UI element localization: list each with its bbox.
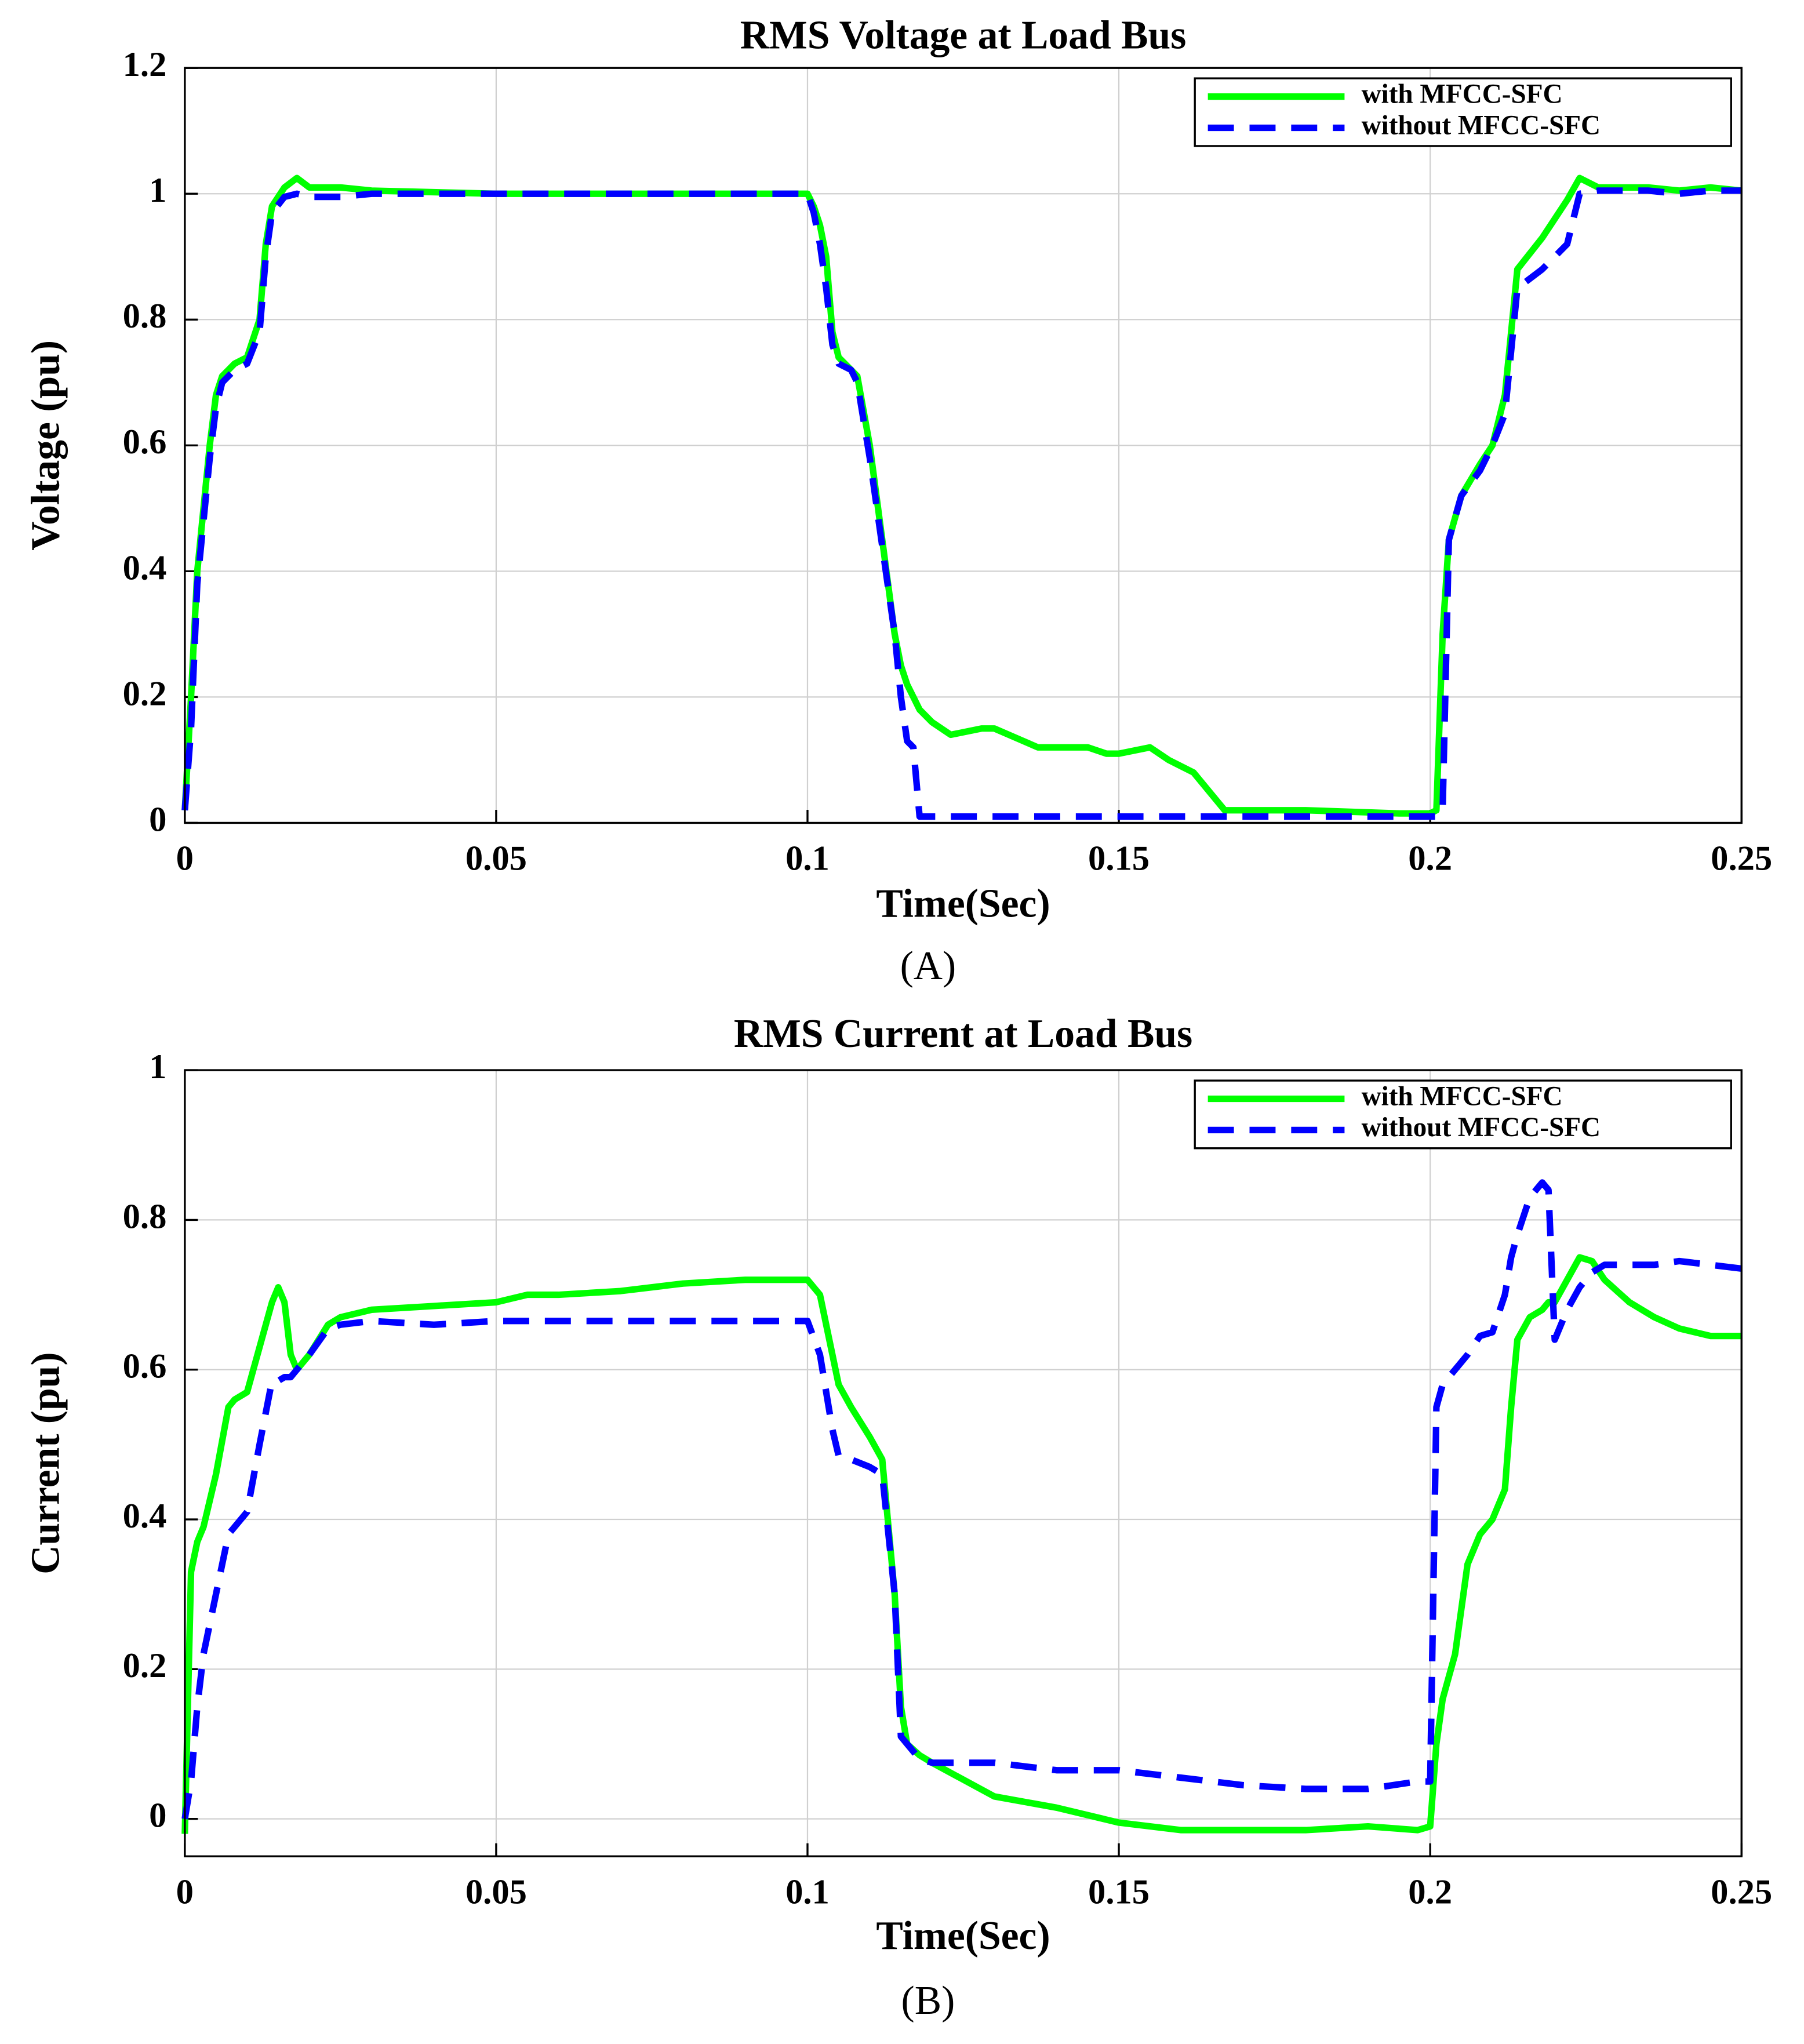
chart-title: RMS Voltage at Load Bus — [740, 13, 1187, 58]
legend-box — [1194, 1079, 1732, 1150]
y-tick-label: 0 — [149, 1796, 166, 1835]
y-tick-label: 1 — [149, 1048, 166, 1086]
y-tick-label: 0.2 — [123, 1646, 167, 1685]
x-tick-label: 0.1 — [785, 839, 830, 878]
x-tick-label: 0 — [176, 1873, 194, 1912]
x-tick-label: 0.2 — [1408, 839, 1452, 878]
x-tick-label: 0.25 — [1711, 839, 1772, 878]
legend-label: with MFCC-SFC — [1362, 1081, 1563, 1111]
y-axis-label: Current (pu) — [23, 1352, 68, 1574]
x-axis-label: Time(Sec) — [876, 1914, 1050, 1958]
x-tick-label: 0.2 — [1408, 1873, 1452, 1912]
y-axis-label: Voltage (pu) — [23, 340, 68, 551]
x-tick-label: 0.05 — [465, 1873, 527, 1912]
x-tick-label: 0.15 — [1088, 839, 1150, 878]
plot: 0 0.05 0.1 0.15 0.2 0.25 0 0.2 0.4 0.6 0.8 1 with MF… — [23, 1012, 1772, 2023]
data-line — [181, 1254, 1742, 1834]
y-tick-label: 0.8 — [123, 297, 167, 336]
data-line — [181, 187, 1742, 820]
data-line — [181, 1179, 1742, 1820]
legend-box — [1194, 77, 1732, 147]
axes-frame — [184, 1069, 1743, 1857]
legend-label: without MFCC-SFC — [1362, 1112, 1601, 1143]
axes-frame — [184, 67, 1743, 824]
plot: 0 0.05 0.1 0.15 0.2 0.25 0 0.2 0.4 0.6 0.8 1 1.2 with… — [23, 13, 1772, 988]
x-tick-label: 0.25 — [1711, 1873, 1772, 1912]
y-tick-label: 0.6 — [123, 1347, 167, 1386]
legend-label: without MFCC-SFC — [1362, 110, 1601, 140]
y-tick-label: 0.8 — [123, 1197, 167, 1236]
chart-title: RMS Current at Load Bus — [734, 1012, 1192, 1056]
caption: (A) — [900, 944, 956, 988]
y-tick-label: 1.2 — [123, 45, 167, 84]
y-tick-label: 0.6 — [123, 423, 167, 461]
y-tick-label: 1 — [149, 171, 166, 210]
x-axis-label: Time(Sec) — [876, 881, 1050, 926]
x-tick-label: 0.15 — [1088, 1873, 1150, 1912]
y-tick-label: 0.2 — [123, 674, 167, 713]
data-line — [181, 174, 1742, 817]
x-tick-label: 0.1 — [785, 1873, 830, 1912]
x-tick-label: 0 — [176, 839, 194, 878]
legend-label: with MFCC-SFC — [1362, 79, 1563, 109]
x-tick-label: 0.05 — [465, 839, 527, 878]
y-tick-label: 0.4 — [123, 1497, 167, 1536]
y-tick-label: 0.4 — [123, 548, 167, 587]
y-tick-label: 0 — [149, 800, 166, 839]
caption: (B) — [901, 1978, 955, 2023]
